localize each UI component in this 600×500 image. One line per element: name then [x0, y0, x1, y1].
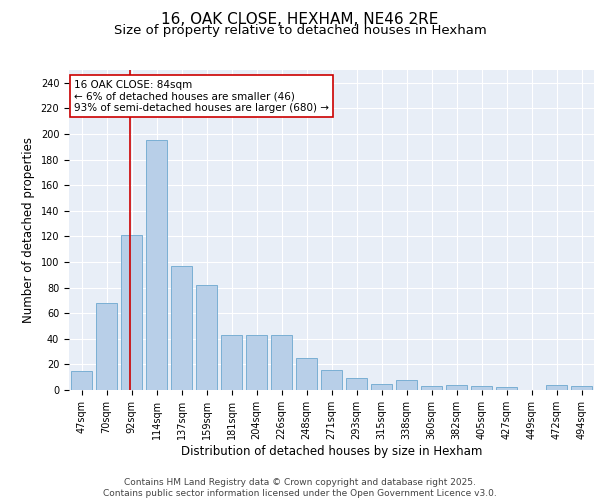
Bar — [296, 358, 317, 390]
Bar — [146, 140, 167, 390]
Text: 16, OAK CLOSE, HEXHAM, NE46 2RE: 16, OAK CLOSE, HEXHAM, NE46 2RE — [161, 12, 439, 28]
Bar — [171, 266, 192, 390]
Bar — [346, 378, 367, 390]
Bar — [271, 335, 292, 390]
Bar — [71, 371, 92, 390]
Bar — [96, 303, 117, 390]
X-axis label: Distribution of detached houses by size in Hexham: Distribution of detached houses by size … — [181, 444, 482, 458]
Bar — [196, 285, 217, 390]
Bar — [446, 385, 467, 390]
Text: Contains HM Land Registry data © Crown copyright and database right 2025.
Contai: Contains HM Land Registry data © Crown c… — [103, 478, 497, 498]
Text: Size of property relative to detached houses in Hexham: Size of property relative to detached ho… — [113, 24, 487, 37]
Y-axis label: Number of detached properties: Number of detached properties — [22, 137, 35, 323]
Bar — [571, 386, 592, 390]
Bar — [496, 388, 517, 390]
Text: 16 OAK CLOSE: 84sqm
← 6% of detached houses are smaller (46)
93% of semi-detache: 16 OAK CLOSE: 84sqm ← 6% of detached hou… — [74, 80, 329, 113]
Bar — [371, 384, 392, 390]
Bar — [421, 386, 442, 390]
Bar — [471, 386, 492, 390]
Bar — [246, 335, 267, 390]
Bar — [546, 385, 567, 390]
Bar — [121, 235, 142, 390]
Bar — [221, 335, 242, 390]
Bar — [321, 370, 342, 390]
Bar — [396, 380, 417, 390]
